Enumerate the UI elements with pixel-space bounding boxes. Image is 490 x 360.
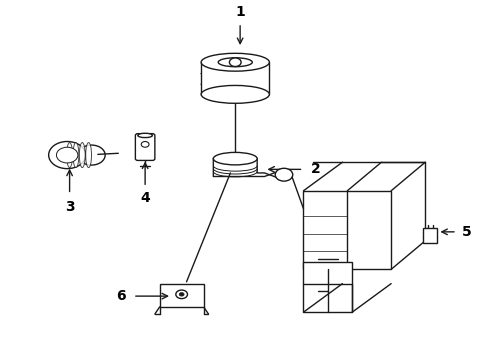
Ellipse shape <box>201 53 270 71</box>
Bar <box>201 62 270 94</box>
Bar <box>423 228 438 243</box>
Text: 2: 2 <box>311 162 320 176</box>
Text: 4: 4 <box>140 191 150 205</box>
Text: 3: 3 <box>65 200 74 214</box>
Ellipse shape <box>218 58 252 67</box>
Circle shape <box>141 141 149 147</box>
Circle shape <box>176 290 188 299</box>
Circle shape <box>78 145 105 165</box>
Bar <box>303 262 352 312</box>
Text: 5: 5 <box>462 225 471 239</box>
Circle shape <box>56 147 78 163</box>
FancyBboxPatch shape <box>135 134 155 161</box>
Circle shape <box>179 293 184 296</box>
Ellipse shape <box>73 143 79 167</box>
Text: 6: 6 <box>116 289 125 303</box>
Circle shape <box>275 168 293 181</box>
Bar <box>160 284 203 307</box>
Ellipse shape <box>67 143 73 167</box>
Circle shape <box>229 58 241 67</box>
Text: 1: 1 <box>235 5 245 19</box>
Ellipse shape <box>86 143 92 167</box>
Bar <box>303 191 391 269</box>
Circle shape <box>49 141 86 168</box>
Ellipse shape <box>213 152 257 165</box>
Ellipse shape <box>79 143 85 167</box>
Ellipse shape <box>201 85 270 103</box>
Ellipse shape <box>138 133 152 138</box>
